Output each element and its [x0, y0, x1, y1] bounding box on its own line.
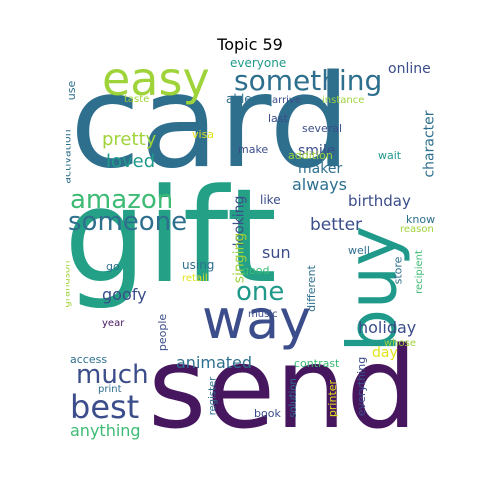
- word-character: character: [421, 110, 436, 178]
- word-much: much: [76, 360, 149, 390]
- word-access: access: [70, 353, 108, 366]
- word-arrive: arrive: [272, 95, 302, 106]
- word-people: people: [156, 313, 170, 352]
- word-wait: wait: [378, 149, 402, 162]
- word-better: better: [310, 215, 363, 235]
- word-pretty: pretty: [102, 129, 157, 150]
- word-like: like: [260, 193, 281, 207]
- word-way: way: [202, 288, 312, 351]
- word-music: music: [248, 309, 278, 320]
- word-grandson: grandson: [66, 260, 73, 308]
- word-print: print: [98, 384, 122, 395]
- word-everything: everything: [355, 356, 369, 417]
- word-amazon: amazon: [70, 185, 174, 215]
- word-know: know: [406, 213, 436, 226]
- word-make: make: [238, 143, 269, 156]
- word-good: good: [242, 264, 270, 277]
- word-contrast: contrast: [294, 357, 340, 370]
- word-one: one: [236, 277, 285, 307]
- word-send: send: [148, 324, 418, 445]
- word-recipient: recipient: [413, 250, 425, 294]
- word-reason: reason: [400, 224, 434, 235]
- word-smile: smile: [298, 143, 336, 159]
- word-goofy: goofy: [102, 285, 147, 304]
- word-taste: taste: [124, 94, 150, 105]
- word-book: book: [254, 407, 281, 420]
- word-using: using: [182, 258, 215, 272]
- word-loved: loved: [106, 151, 156, 172]
- word-easy: easy: [102, 59, 210, 106]
- word-printer: printer: [326, 379, 340, 418]
- word-instance: instance: [322, 95, 365, 106]
- word-store: store: [391, 256, 405, 285]
- word-addition: addition: [288, 149, 333, 162]
- word-cloud: card gift send buy way easy something am…: [66, 59, 436, 445]
- word-whose: whose: [384, 338, 416, 349]
- chart-title: Topic 59: [217, 35, 283, 54]
- word-always: always: [292, 175, 347, 194]
- word-anything: anything: [70, 421, 141, 440]
- word-register: register: [207, 376, 219, 416]
- word-animated: animated: [176, 353, 253, 372]
- word-able: able: [226, 92, 252, 106]
- word-solution: solution: [287, 378, 299, 418]
- word-maker: maker: [298, 161, 343, 177]
- word-someone: someone: [68, 207, 188, 237]
- word-year: year: [102, 318, 125, 329]
- word-visa: visa: [192, 128, 215, 141]
- word-last: last: [268, 112, 288, 125]
- word-gift: gift: [66, 160, 278, 312]
- word-online: online: [388, 61, 431, 77]
- word-several: several: [302, 122, 343, 135]
- word-day: day: [372, 345, 398, 361]
- word-sun: sun: [262, 243, 291, 262]
- word-holiday: holiday: [358, 318, 417, 337]
- word-well: well: [348, 244, 370, 257]
- word-different: different: [304, 265, 318, 312]
- word-everyone: everyone: [230, 59, 287, 70]
- word-something: something: [234, 64, 383, 97]
- word-activation: activation: [66, 129, 74, 184]
- word-card: card: [70, 59, 351, 197]
- word-best: best: [70, 388, 140, 426]
- word-use: use: [66, 80, 79, 101]
- word-retail: retail: [182, 273, 208, 284]
- word-birthday: birthday: [348, 192, 411, 210]
- word-go: go: [106, 260, 120, 273]
